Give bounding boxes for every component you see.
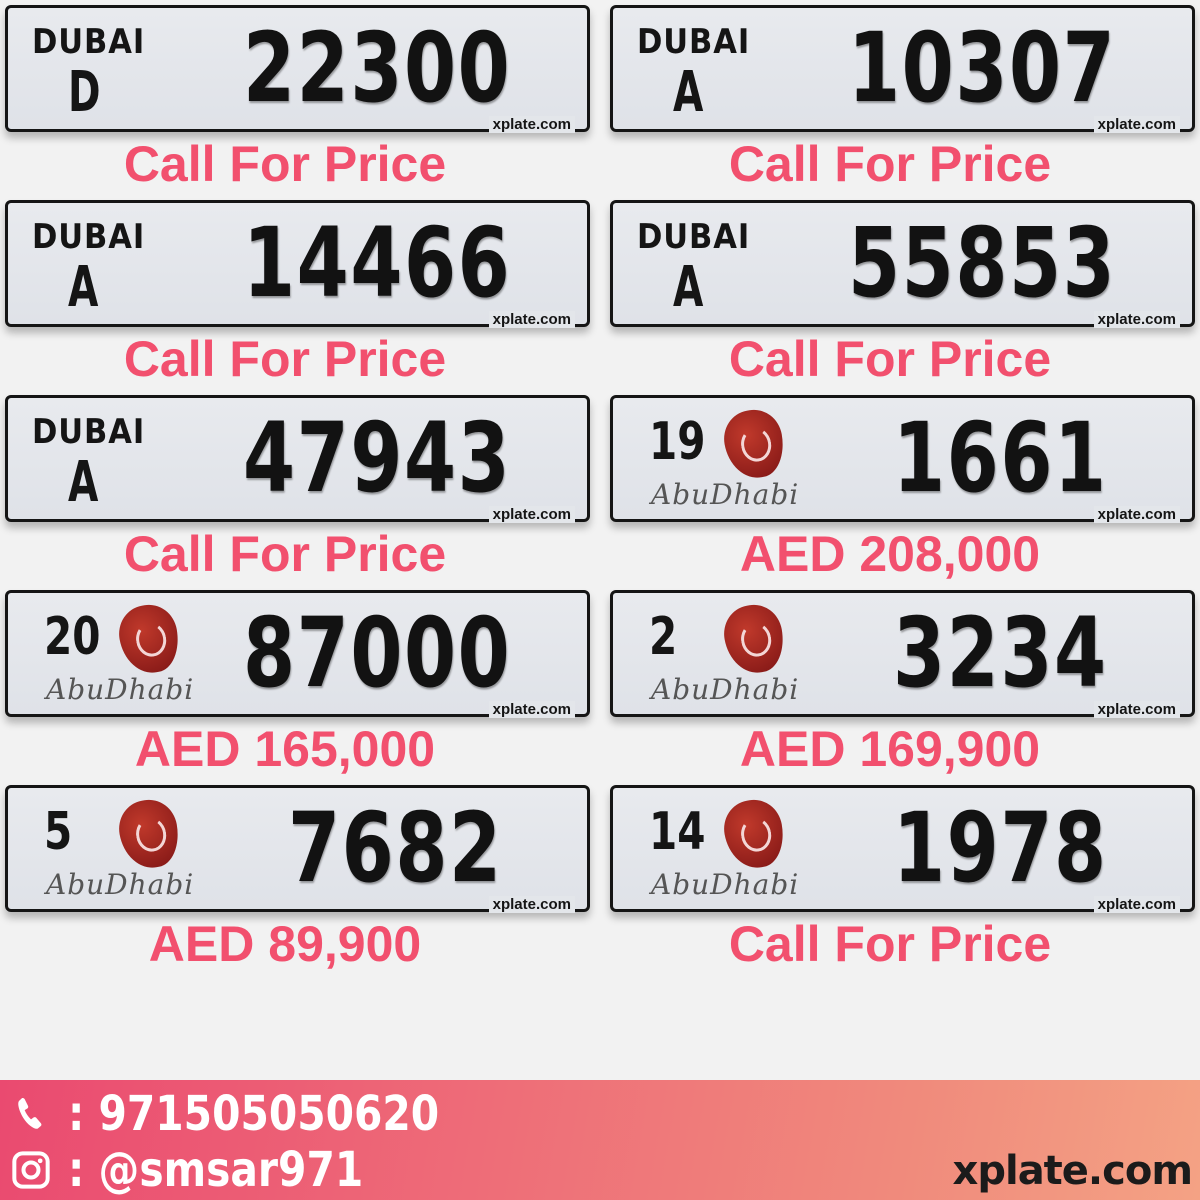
abu-dhabi-emblem-icon bbox=[114, 795, 184, 873]
abu-dhabi-emblem-icon bbox=[719, 405, 789, 483]
instagram-row[interactable]: : @smsar971 bbox=[8, 1142, 415, 1198]
plate-listing[interactable]: DUBAI A 47943 xplate.com Call For Price bbox=[5, 395, 590, 590]
dubai-logo: DUBAI bbox=[32, 412, 146, 452]
plate-watermark: xplate.com bbox=[1093, 506, 1180, 523]
license-plate: 2 AbuDhabi 3234 xplate.com bbox=[610, 590, 1195, 718]
plate-code: 19 bbox=[649, 412, 706, 472]
plate-price: Call For Price bbox=[728, 331, 1052, 387]
license-plate: 20 AbuDhabi 87000 xplate.com bbox=[5, 590, 590, 718]
phone-icon bbox=[8, 1091, 54, 1137]
plate-number: 1978 bbox=[893, 792, 1108, 904]
abu-dhabi-emblem-icon bbox=[719, 600, 789, 678]
plate-listing[interactable]: 19 AbuDhabi 1661 xplate.com AED 208,000 bbox=[610, 395, 1195, 590]
plate-watermark: xplate.com bbox=[488, 116, 575, 133]
abu-dhabi-emblem-icon bbox=[114, 600, 184, 678]
dubai-logo: DUBAI bbox=[32, 22, 146, 62]
plate-listing[interactable]: 2 AbuDhabi 3234 xplate.com AED 169,900 bbox=[610, 590, 1195, 785]
plate-code: 20 bbox=[44, 607, 101, 667]
plate-price: Call For Price bbox=[123, 331, 447, 387]
plate-price: Call For Price bbox=[123, 526, 447, 582]
plate-code: A bbox=[68, 255, 99, 320]
abu-dhabi-logo: AbuDhabi bbox=[651, 868, 800, 901]
plate-number: 3234 bbox=[893, 597, 1108, 709]
plate-price: AED 208,000 bbox=[739, 526, 1041, 582]
plate-code: A bbox=[68, 450, 99, 515]
plate-watermark: xplate.com bbox=[488, 506, 575, 523]
plate-listing[interactable]: 20 AbuDhabi 87000 xplate.com AED 165,000 bbox=[5, 590, 590, 785]
plate-number: 1661 bbox=[893, 402, 1108, 514]
plate-price: Call For Price bbox=[728, 136, 1052, 192]
plate-watermark: xplate.com bbox=[488, 311, 575, 328]
contact-footer: : 971505050620 : @smsar971 xplate.com bbox=[0, 1080, 1200, 1200]
license-plate: DUBAI D 22300 xplate.com bbox=[5, 5, 590, 133]
dubai-logo: DUBAI bbox=[637, 22, 751, 62]
phone-row[interactable]: : 971505050620 bbox=[8, 1086, 505, 1142]
plate-grid: DUBAI D 22300 xplate.com Call For Price D… bbox=[0, 0, 1200, 1080]
plate-watermark: xplate.com bbox=[488, 896, 575, 913]
plate-price: Call For Price bbox=[123, 136, 447, 192]
plate-watermark: xplate.com bbox=[1093, 116, 1180, 133]
plate-code: A bbox=[673, 60, 704, 125]
abu-dhabi-logo: AbuDhabi bbox=[651, 673, 800, 706]
dubai-logo: DUBAI bbox=[32, 217, 146, 257]
plate-price: Call For Price bbox=[728, 916, 1052, 972]
plate-number: 7682 bbox=[288, 792, 503, 904]
instagram-handle: : @smsar971 bbox=[68, 1142, 364, 1198]
plate-listing[interactable]: DUBAI A 10307 xplate.com Call For Price bbox=[610, 5, 1195, 200]
license-plate: DUBAI A 14466 xplate.com bbox=[5, 200, 590, 328]
plate-price: AED 89,900 bbox=[148, 916, 422, 972]
plate-number: 55853 bbox=[848, 207, 1117, 319]
plate-price: AED 165,000 bbox=[134, 721, 436, 777]
plate-watermark: xplate.com bbox=[488, 701, 575, 718]
abu-dhabi-logo: AbuDhabi bbox=[46, 673, 195, 706]
abu-dhabi-logo: AbuDhabi bbox=[651, 478, 800, 511]
license-plate: 19 AbuDhabi 1661 xplate.com bbox=[610, 395, 1195, 523]
plate-listing[interactable]: 14 AbuDhabi 1978 xplate.com Call For Pri… bbox=[610, 785, 1195, 980]
plate-watermark: xplate.com bbox=[1093, 701, 1180, 718]
dubai-logo: DUBAI bbox=[637, 217, 751, 257]
license-plate: DUBAI A 47943 xplate.com bbox=[5, 395, 590, 523]
plate-listing[interactable]: DUBAI A 14466 xplate.com Call For Price bbox=[5, 200, 590, 395]
license-plate: 14 AbuDhabi 1978 xplate.com bbox=[610, 785, 1195, 913]
instagram-icon bbox=[8, 1147, 54, 1193]
abu-dhabi-emblem-icon bbox=[719, 795, 789, 873]
site-name[interactable]: xplate.com bbox=[952, 1148, 1193, 1194]
plate-watermark: xplate.com bbox=[1093, 311, 1180, 328]
license-plate: DUBAI A 55853 xplate.com bbox=[610, 200, 1195, 328]
plate-number: 22300 bbox=[243, 12, 512, 124]
plate-code: A bbox=[673, 255, 704, 320]
plate-listing[interactable]: DUBAI A 55853 xplate.com Call For Price bbox=[610, 200, 1195, 395]
plate-number: 87000 bbox=[243, 597, 512, 709]
plate-number: 14466 bbox=[243, 207, 512, 319]
phone-number: : 971505050620 bbox=[68, 1086, 440, 1142]
abu-dhabi-logo: AbuDhabi bbox=[46, 868, 195, 901]
plate-code: D bbox=[68, 60, 101, 125]
plate-code: 2 bbox=[649, 607, 678, 667]
plate-listing[interactable]: DUBAI D 22300 xplate.com Call For Price bbox=[5, 5, 590, 200]
plate-code: 5 bbox=[44, 802, 73, 862]
plate-watermark: xplate.com bbox=[1093, 896, 1180, 913]
license-plate: DUBAI A 10307 xplate.com bbox=[610, 5, 1195, 133]
plate-number: 47943 bbox=[243, 402, 512, 514]
plate-number: 10307 bbox=[848, 12, 1117, 124]
plate-listing[interactable]: 5 AbuDhabi 7682 xplate.com AED 89,900 bbox=[5, 785, 590, 980]
plate-code: 14 bbox=[649, 802, 706, 862]
plate-price: AED 169,900 bbox=[739, 721, 1041, 777]
license-plate: 5 AbuDhabi 7682 xplate.com bbox=[5, 785, 590, 913]
